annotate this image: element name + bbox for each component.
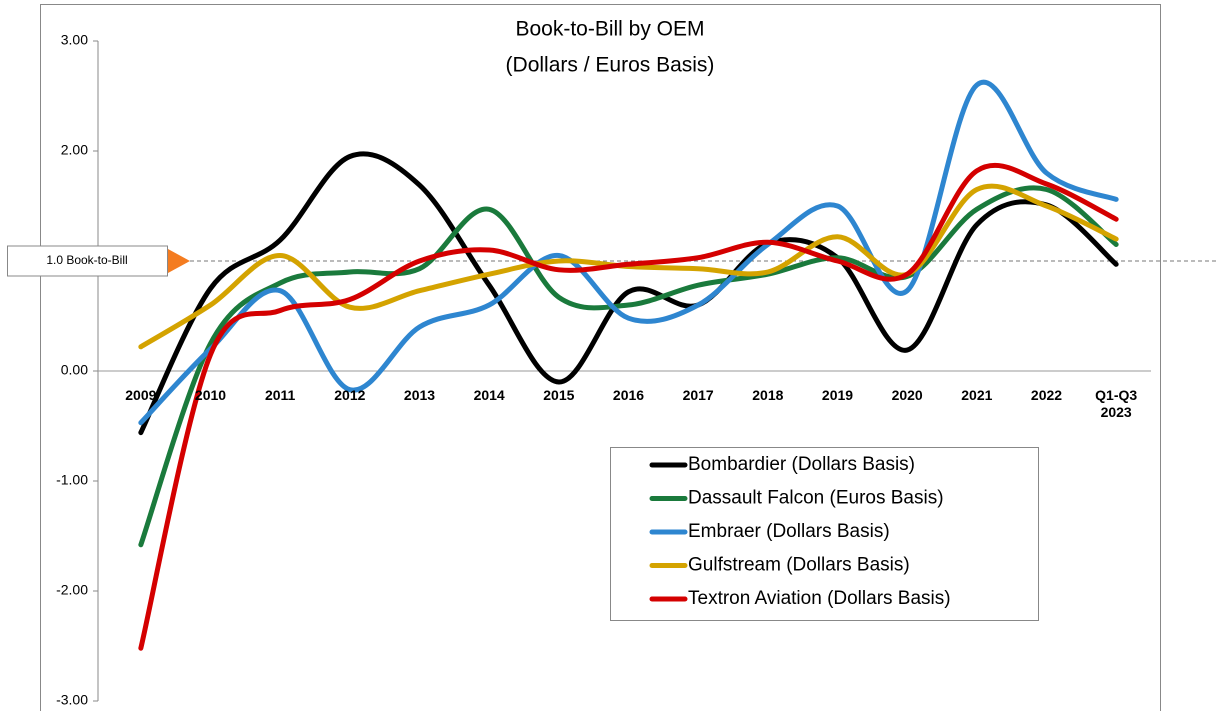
x-tick-label: 2019 [821, 387, 854, 403]
legend-label: Gulfstream (Dollars Basis) [688, 555, 910, 576]
series-line [138, 162, 1119, 651]
x-tick-label: 2022 [1030, 387, 1063, 403]
x-tick-label: 2017 [682, 387, 714, 403]
chart-subtitle: (Dollars / Euros Basis) [506, 54, 715, 77]
series-line [138, 79, 1119, 426]
x-tick-label: 2018 [752, 387, 784, 403]
y-tick-label: 2.00 [61, 142, 88, 158]
x-tick-label: 2011 [264, 387, 296, 403]
y-tick-label: 3.00 [61, 32, 88, 48]
x-tick-label: 2016 [612, 387, 645, 403]
x-tick-label: 2012 [334, 387, 366, 403]
series-line [138, 185, 1119, 548]
y-tick-label: -1.00 [56, 472, 88, 488]
y-tick-label: -3.00 [56, 692, 88, 708]
x-tick-label: 2021 [961, 387, 993, 403]
x-tick-label: 2014 [473, 387, 505, 403]
legend: Bombardier (Dollars Basis) Dassault Falco… [610, 447, 1039, 621]
x-tick-label: 2015 [543, 387, 575, 403]
legend-label: Dassault Falcon (Euros Basis) [688, 488, 944, 509]
legend-label: Embraer (Dollars Basis) [688, 521, 890, 542]
reference-marker [168, 249, 190, 273]
series-line [138, 151, 1119, 436]
legend-label: Bombardier (Dollars Basis) [688, 454, 915, 475]
x-tick-label: 2009 [125, 387, 157, 403]
x-tick-label: Q1-Q3 2023 [1095, 387, 1138, 420]
y-tick-label: 0.00 [61, 362, 88, 378]
reference-label-box [7, 245, 168, 277]
x-tick-label: 2010 [194, 387, 227, 403]
x-tick-label: 2013 [403, 387, 436, 403]
x-tick-label: 2020 [891, 387, 923, 403]
reference-label: 1.0 Book-to-Bill [46, 253, 127, 267]
legend-label: Textron Aviation (Dollars Basis) [688, 588, 951, 609]
chart-title: Book-to-Bill by OEM [515, 18, 704, 41]
chart-border [40, 4, 1161, 711]
y-tick-label: -2.00 [56, 582, 88, 598]
